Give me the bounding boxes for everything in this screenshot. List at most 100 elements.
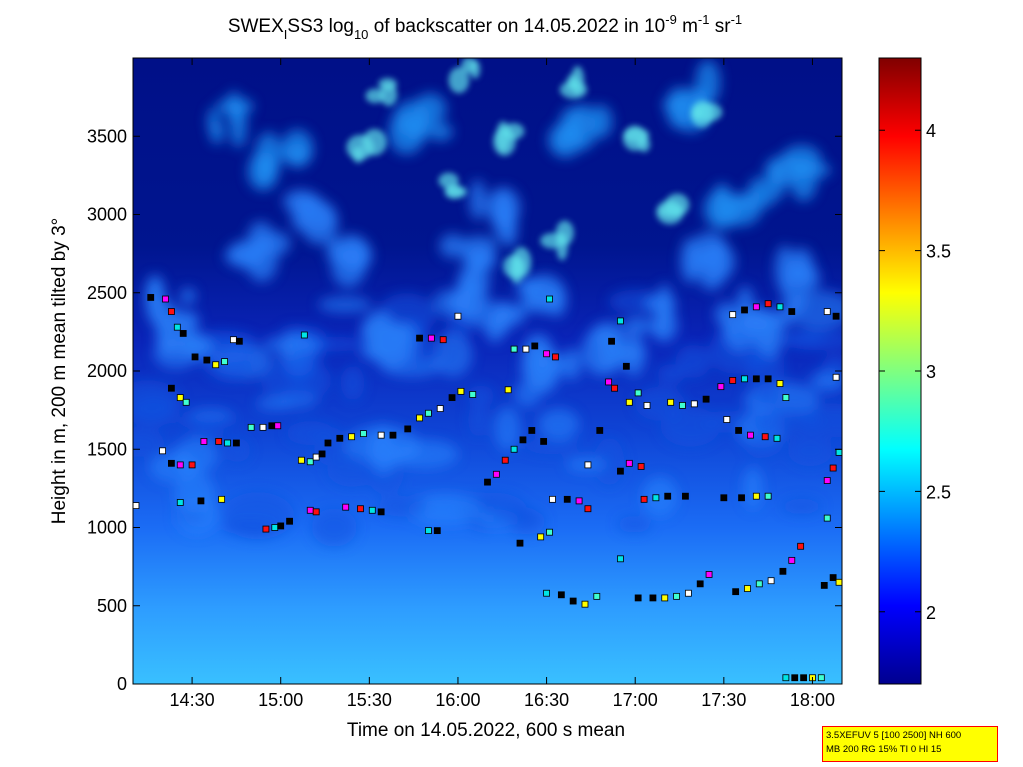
data-marker <box>404 425 412 433</box>
data-marker <box>318 450 326 458</box>
data-marker <box>696 580 704 588</box>
heatmap-cell <box>133 394 176 427</box>
data-marker <box>557 591 565 599</box>
data-marker <box>797 542 805 550</box>
data-marker <box>820 582 828 589</box>
data-marker <box>147 294 155 301</box>
data-marker <box>224 439 231 447</box>
data-marker <box>563 495 571 503</box>
data-marker <box>377 431 385 439</box>
data-marker <box>617 467 624 475</box>
heatmap-cell <box>754 407 823 436</box>
heatmap-cell <box>428 122 453 142</box>
data-marker <box>823 308 831 315</box>
heatmap-cell <box>617 516 652 533</box>
data-marker <box>744 585 751 592</box>
data-marker <box>608 337 615 345</box>
data-marker <box>575 497 583 505</box>
data-marker <box>717 383 725 391</box>
data-marker <box>416 334 423 342</box>
heatmap-cell <box>660 407 721 447</box>
data-marker <box>634 389 642 397</box>
data-marker <box>133 502 140 509</box>
data-marker <box>182 398 190 406</box>
data-marker <box>176 499 184 506</box>
data-marker <box>823 477 831 484</box>
heatmap-cell <box>180 288 196 305</box>
data-marker <box>218 495 226 503</box>
data-marker <box>584 505 592 513</box>
data-marker <box>510 345 518 353</box>
heatmap-cell <box>511 303 526 325</box>
heatmap-cell <box>540 232 564 249</box>
data-marker <box>168 308 175 315</box>
heatmap-cell <box>594 437 625 486</box>
data-marker <box>741 306 748 314</box>
heatmap-cell <box>407 493 483 526</box>
data-marker <box>427 334 435 342</box>
data-marker <box>817 674 825 682</box>
data-marker <box>735 427 743 434</box>
data-marker <box>652 494 660 502</box>
colorbar <box>878 57 922 685</box>
data-marker <box>832 312 840 320</box>
data-marker <box>752 492 760 500</box>
data-marker <box>732 588 740 596</box>
data-marker <box>300 331 308 339</box>
heatmap-cell <box>754 385 780 403</box>
heatmap-cell <box>781 268 808 316</box>
data-marker <box>188 461 196 469</box>
data-marker <box>829 574 837 581</box>
data-marker <box>741 375 748 383</box>
data-marker <box>779 567 787 575</box>
heatmap-cell <box>469 179 486 221</box>
info-line-1: 3.5XEFUV 5 [100 2500] NH 600 <box>826 730 962 741</box>
heatmap-cell <box>284 143 311 167</box>
data-marker <box>312 453 320 461</box>
data-marker <box>640 495 648 503</box>
data-marker <box>357 505 364 513</box>
data-marker <box>782 394 790 402</box>
data-marker <box>664 492 672 500</box>
data-marker <box>162 295 169 303</box>
heatmap-cell <box>261 357 331 404</box>
data-marker <box>788 308 796 315</box>
data-marker <box>829 464 837 472</box>
heatmap-cell <box>642 476 678 517</box>
data-marker <box>546 528 553 536</box>
data-marker <box>702 395 710 403</box>
heatmap-cell <box>438 172 459 189</box>
data-marker <box>389 431 397 439</box>
y-tick-label: 1000 <box>87 518 127 538</box>
heatmap-cell <box>439 233 466 259</box>
data-marker <box>519 436 527 444</box>
data-marker <box>617 317 624 325</box>
data-marker <box>336 434 344 442</box>
data-marker <box>232 439 240 447</box>
data-marker <box>705 571 713 578</box>
data-marker <box>823 514 831 522</box>
heatmap-cell <box>448 67 470 94</box>
data-marker <box>286 517 293 525</box>
data-marker <box>617 555 624 563</box>
data-marker <box>625 459 633 467</box>
data-marker <box>504 386 512 394</box>
data-marker <box>752 303 760 311</box>
data-marker <box>835 448 842 456</box>
y-tick-label: 0 <box>117 674 127 694</box>
heatmap-cell <box>675 344 711 378</box>
heatmap-cell <box>562 348 582 380</box>
heatmap-cell <box>300 203 339 245</box>
y-tick-label: 500 <box>97 596 127 616</box>
heatmap-cell <box>327 454 377 487</box>
heatmap-cell <box>468 402 489 438</box>
data-marker <box>729 376 737 384</box>
data-marker <box>212 361 220 369</box>
heatmap-cell <box>216 97 254 115</box>
x-axis: 14:30 15:00 15:30 16:00 16:30 17:00 17:30 18:00 <box>170 58 835 710</box>
heatmap-cell <box>766 160 786 201</box>
data-marker <box>543 350 550 358</box>
data-marker <box>622 362 630 370</box>
heatmap-cell <box>547 283 567 318</box>
